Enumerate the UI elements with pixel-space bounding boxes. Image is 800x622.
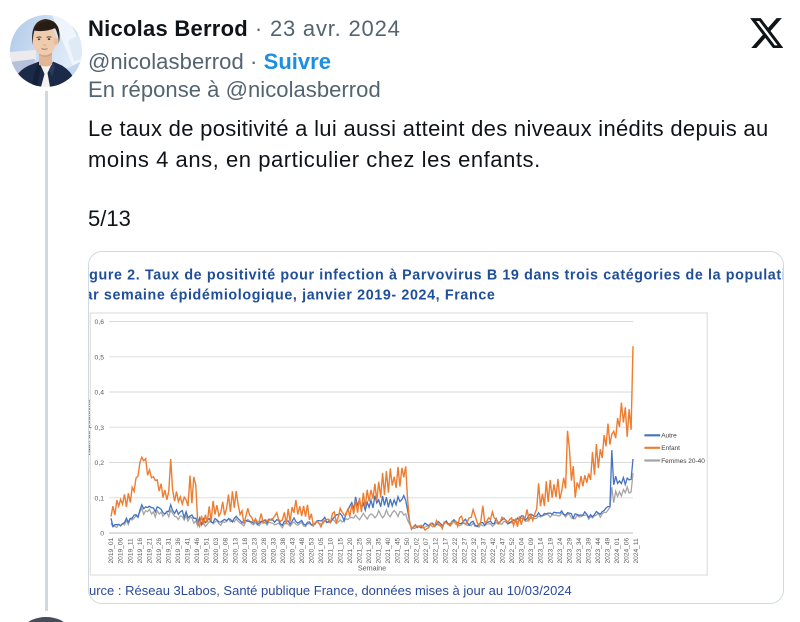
svg-text:2023_29: 2023_29 <box>566 537 573 563</box>
svg-text:2021_50: 2021_50 <box>404 537 411 563</box>
svg-text:2023_39: 2023_39 <box>586 537 593 563</box>
svg-text:2022_17: 2022_17 <box>442 537 449 563</box>
svg-text:2019_31: 2019_31 <box>166 537 173 563</box>
svg-text:2023_09: 2023_09 <box>528 537 535 563</box>
svg-text:Femmes 20-40: Femmes 20-40 <box>661 458 705 465</box>
svg-text:2022_42: 2022_42 <box>490 537 497 563</box>
svg-text:2021_10: 2021_10 <box>328 537 335 563</box>
svg-text:2020_53: 2020_53 <box>309 537 316 563</box>
svg-text:2019_06: 2019_06 <box>118 537 125 563</box>
svg-text:2020_23: 2020_23 <box>251 537 258 563</box>
svg-text:2022_02: 2022_02 <box>414 537 421 563</box>
svg-text:2019_16: 2019_16 <box>137 537 144 563</box>
svg-text:2019_51: 2019_51 <box>204 537 211 563</box>
svg-text:Enfant: Enfant <box>661 445 680 452</box>
svg-text:2021_40: 2021_40 <box>385 537 392 563</box>
svg-text:2023_44: 2023_44 <box>595 537 602 563</box>
svg-text:2024_01: 2024_01 <box>614 537 621 563</box>
svg-text:2021_35: 2021_35 <box>376 537 383 563</box>
svg-text:2019_36: 2019_36 <box>175 537 182 563</box>
svg-text:2021_05: 2021_05 <box>318 537 325 563</box>
svg-text:2022_22: 2022_22 <box>452 537 459 563</box>
svg-text:2023_04: 2023_04 <box>519 537 526 563</box>
svg-text:2024_06: 2024_06 <box>624 537 631 563</box>
svg-text:0,5: 0,5 <box>95 354 105 361</box>
svg-text:par semaine épidémiologique, j: par semaine épidémiologique, janvier 201… <box>89 288 495 304</box>
svg-text:Source : Réseau 3Labos, Santé: Source : Réseau 3Labos, Santé publique F… <box>89 583 572 598</box>
svg-text:2019_46: 2019_46 <box>194 537 201 563</box>
svg-text:2022_32: 2022_32 <box>471 537 478 563</box>
svg-text:2020_48: 2020_48 <box>299 537 306 563</box>
svg-text:Autre: Autre <box>661 433 677 440</box>
svg-text:2021_25: 2021_25 <box>356 537 363 563</box>
svg-text:2020_18: 2020_18 <box>242 537 249 563</box>
svg-text:2019_41: 2019_41 <box>185 537 192 563</box>
svg-text:0,6: 0,6 <box>95 319 105 326</box>
svg-text:Figure 2. Taux de positivité p: Figure 2. Taux de positivité pour infect… <box>89 268 783 284</box>
svg-text:2022_12: 2022_12 <box>433 537 440 563</box>
svg-text:2022_07: 2022_07 <box>423 537 430 563</box>
svg-text:0: 0 <box>100 531 104 538</box>
svg-text:2020_03: 2020_03 <box>213 537 220 563</box>
svg-text:2020_08: 2020_08 <box>223 537 230 563</box>
svg-text:2019_11: 2019_11 <box>127 538 134 564</box>
svg-text:2020_33: 2020_33 <box>271 537 278 563</box>
svg-text:2020_43: 2020_43 <box>290 537 297 563</box>
svg-text:Semaine: Semaine <box>358 563 386 572</box>
svg-text:2021_15: 2021_15 <box>337 537 344 563</box>
svg-text:2023_19: 2023_19 <box>547 537 554 563</box>
svg-text:2019_26: 2019_26 <box>156 537 163 563</box>
svg-text:2023_34: 2023_34 <box>576 537 583 563</box>
svg-text:2023_49: 2023_49 <box>605 537 612 563</box>
svg-text:2022_52: 2022_52 <box>509 537 516 563</box>
svg-text:0,4: 0,4 <box>95 390 105 397</box>
svg-text:0,1: 0,1 <box>95 495 105 502</box>
svg-text:2020_13: 2020_13 <box>232 537 239 563</box>
svg-text:2021_20: 2021_20 <box>347 537 354 563</box>
svg-text:2019_01: 2019_01 <box>108 537 115 563</box>
svg-text:2024_11: 2024_11 <box>633 538 640 564</box>
svg-text:2021_30: 2021_30 <box>366 537 373 563</box>
svg-text:2021_45: 2021_45 <box>395 537 402 563</box>
svg-text:2020_38: 2020_38 <box>280 537 287 563</box>
svg-text:2019_21: 2019_21 <box>146 537 153 563</box>
svg-text:2022_37: 2022_37 <box>481 537 488 563</box>
svg-text:2022_27: 2022_27 <box>461 537 468 563</box>
svg-text:Taux de positivité: Taux de positivité <box>89 399 92 457</box>
svg-text:2022_47: 2022_47 <box>500 537 507 563</box>
svg-text:0,2: 0,2 <box>95 460 105 467</box>
svg-text:2020_28: 2020_28 <box>261 537 268 563</box>
svg-text:0,3: 0,3 <box>95 425 105 432</box>
svg-text:2023_24: 2023_24 <box>557 537 564 563</box>
svg-text:2023_14: 2023_14 <box>538 537 545 563</box>
